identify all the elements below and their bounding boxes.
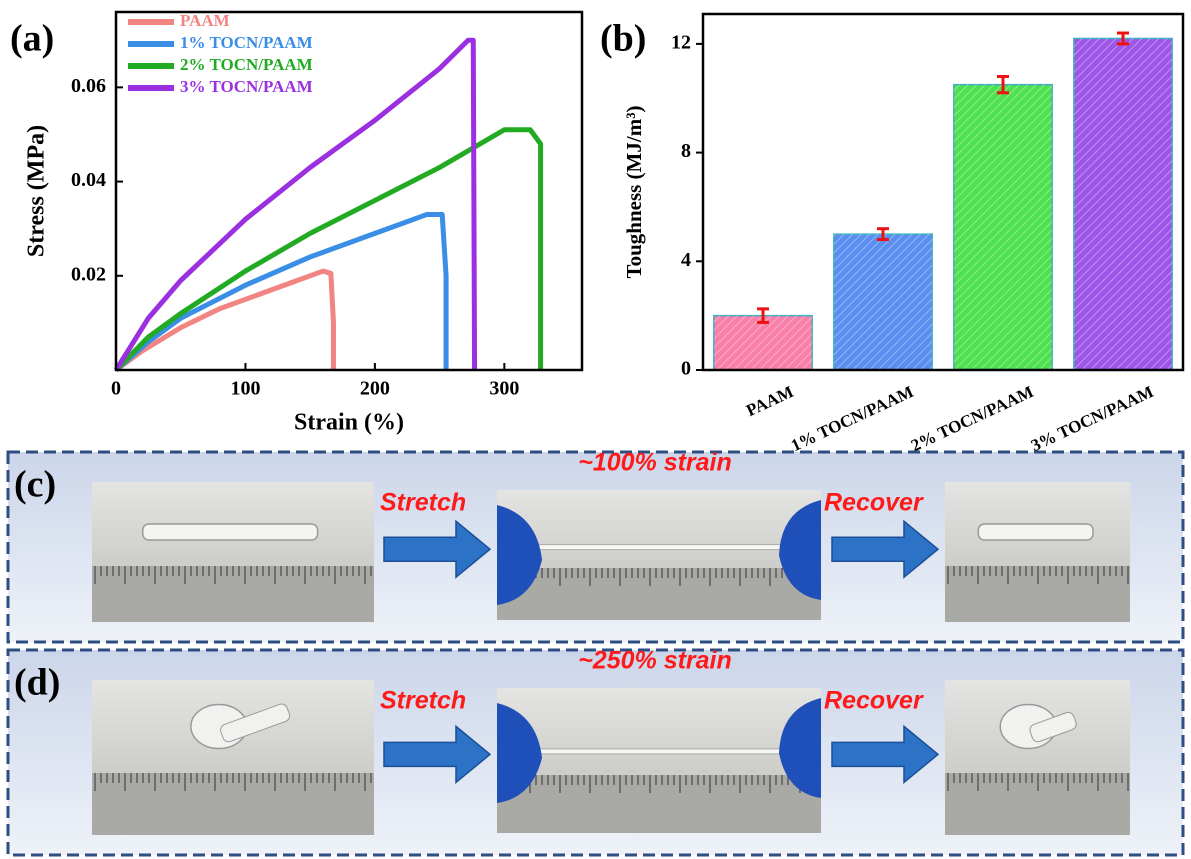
- x-tick-label: 1% TOCN/PAAM: [788, 382, 916, 455]
- glove: [779, 698, 821, 798]
- line-series: [113, 37, 478, 372]
- y-tick-label: 0.04: [71, 169, 106, 191]
- glove: [497, 505, 542, 605]
- panel-label: (c): [14, 464, 56, 506]
- photo: [945, 680, 1130, 835]
- panel-label: (a): [10, 18, 54, 60]
- legend-label: 2% TOCN/PAAM: [180, 55, 313, 74]
- x-tick-label: 2% TOCN/PAAM: [908, 382, 1036, 455]
- bar-hatch: [953, 84, 1053, 370]
- arrow: [831, 519, 940, 579]
- y-tick-label: 8: [681, 140, 691, 162]
- panel-label: (d): [14, 662, 60, 704]
- gel: [977, 523, 1094, 541]
- gel: [142, 523, 319, 541]
- gel: [1029, 711, 1077, 743]
- y-tick-label: 4: [681, 249, 691, 271]
- step-label: Recover: [824, 489, 924, 517]
- y-tick-label: 0.06: [71, 75, 106, 97]
- bar-hatch: [713, 315, 813, 370]
- x-tick-label: PAAM: [743, 382, 796, 420]
- ruler: [497, 568, 821, 620]
- arrow: [383, 519, 492, 579]
- error-bar: [757, 307, 769, 324]
- bar-hatch: [1073, 38, 1173, 371]
- error-bar: [1117, 31, 1129, 46]
- x-axis-label: Strain (%): [294, 410, 404, 436]
- x-tick-label: 0: [111, 378, 121, 400]
- x-tick-label: 100: [230, 378, 260, 400]
- y-tick-label: 12: [671, 31, 691, 53]
- glove: [779, 500, 821, 600]
- line-series: [114, 212, 449, 372]
- x-tick-label: 300: [489, 378, 519, 400]
- error-bar: [877, 227, 889, 242]
- y-axis-label: Stress (MPa): [24, 125, 50, 257]
- gel: [220, 703, 291, 743]
- bar-hatch: [833, 234, 933, 370]
- plot-frame: [701, 12, 1185, 372]
- y-axis-label: Toughness (MJ/m³): [622, 106, 646, 279]
- panel-label: (b): [600, 18, 646, 60]
- gel: [506, 748, 812, 755]
- error-bar: [997, 75, 1009, 95]
- x-tick-label: 200: [360, 378, 390, 400]
- line-series: [114, 268, 336, 373]
- step-label: Stretch: [380, 687, 466, 715]
- strain-label: ~100% strain: [578, 449, 732, 477]
- photo: [497, 490, 821, 620]
- ruler: [497, 775, 821, 833]
- gel: [506, 544, 812, 551]
- photo: [92, 680, 374, 835]
- plot-frame: [114, 10, 584, 372]
- legend-label: 3% TOCN/PAAM: [180, 77, 313, 96]
- legend-label: PAAM: [180, 11, 230, 30]
- photo: [92, 482, 374, 622]
- photo: [945, 482, 1130, 622]
- ruler: [92, 773, 374, 835]
- y-tick-label: 0: [681, 358, 691, 380]
- strain-label: ~250% strain: [578, 647, 732, 675]
- photo: [497, 688, 821, 833]
- x-tick-label: 3% TOCN/PAAM: [1028, 382, 1156, 455]
- step-label: Stretch: [380, 489, 466, 517]
- step-label: Recover: [824, 687, 924, 715]
- arrow: [831, 724, 940, 784]
- y-tick-label: 0.02: [71, 263, 106, 285]
- line-series: [114, 127, 544, 372]
- arrow: [383, 724, 492, 784]
- legend-label: 1% TOCN/PAAM: [180, 33, 313, 52]
- glove: [497, 703, 542, 803]
